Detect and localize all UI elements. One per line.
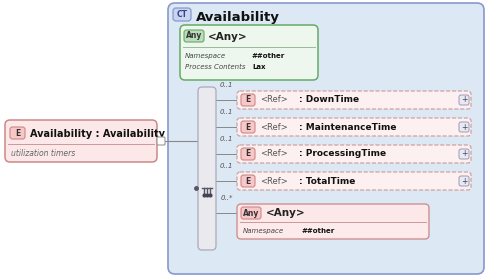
Text: E: E <box>245 176 251 186</box>
Text: Lax: Lax <box>252 64 265 70</box>
FancyBboxPatch shape <box>459 176 469 186</box>
Text: Process Contents: Process Contents <box>185 64 245 70</box>
FancyBboxPatch shape <box>168 3 484 274</box>
Text: E: E <box>245 96 251 104</box>
Text: Namespace: Namespace <box>185 53 226 59</box>
Text: E: E <box>245 122 251 132</box>
Text: E: E <box>15 129 20 137</box>
Text: +: + <box>461 176 467 186</box>
FancyBboxPatch shape <box>237 91 471 109</box>
FancyBboxPatch shape <box>184 30 204 42</box>
FancyBboxPatch shape <box>241 207 261 219</box>
FancyBboxPatch shape <box>173 8 191 21</box>
FancyBboxPatch shape <box>157 137 165 145</box>
FancyBboxPatch shape <box>241 94 255 106</box>
Text: Availability: Availability <box>196 11 280 24</box>
FancyBboxPatch shape <box>237 145 471 163</box>
Text: 0..1: 0..1 <box>220 163 233 169</box>
FancyBboxPatch shape <box>237 118 471 136</box>
FancyBboxPatch shape <box>239 223 427 237</box>
Text: ##other: ##other <box>252 53 285 59</box>
Text: : MaintenanceTime: : MaintenanceTime <box>299 122 396 132</box>
Text: ##other: ##other <box>302 228 335 234</box>
FancyBboxPatch shape <box>241 175 255 187</box>
Text: Any: Any <box>243 209 259 217</box>
Text: 0..1: 0..1 <box>220 82 233 88</box>
Text: +: + <box>461 150 467 158</box>
Text: CT: CT <box>176 10 187 19</box>
Text: <Ref>: <Ref> <box>260 176 288 186</box>
Text: Availability : Availability: Availability : Availability <box>30 129 165 139</box>
FancyBboxPatch shape <box>237 172 471 190</box>
FancyBboxPatch shape <box>237 204 429 239</box>
FancyBboxPatch shape <box>459 122 469 132</box>
Text: E: E <box>245 150 251 158</box>
FancyBboxPatch shape <box>180 25 318 80</box>
FancyBboxPatch shape <box>10 127 25 139</box>
Text: Namespace: Namespace <box>243 228 284 234</box>
Text: 0..1: 0..1 <box>220 136 233 142</box>
Text: : ProcessingTime: : ProcessingTime <box>299 150 386 158</box>
FancyBboxPatch shape <box>5 120 157 162</box>
Text: <Ref>: <Ref> <box>260 150 288 158</box>
FancyBboxPatch shape <box>241 121 255 133</box>
Text: <Any>: <Any> <box>266 208 306 218</box>
FancyBboxPatch shape <box>459 149 469 159</box>
Text: : TotalTime: : TotalTime <box>299 176 356 186</box>
Text: : DownTime: : DownTime <box>299 96 359 104</box>
Text: Any: Any <box>186 32 202 40</box>
Text: +: + <box>461 122 467 132</box>
Text: <Any>: <Any> <box>208 32 247 42</box>
Text: 0..1: 0..1 <box>220 109 233 115</box>
FancyBboxPatch shape <box>241 148 255 160</box>
Text: <Ref>: <Ref> <box>260 96 288 104</box>
Text: <Ref>: <Ref> <box>260 122 288 132</box>
FancyBboxPatch shape <box>198 87 216 250</box>
Text: utilization timers: utilization timers <box>11 150 75 158</box>
FancyBboxPatch shape <box>459 95 469 105</box>
Text: 0..*: 0..* <box>221 195 233 201</box>
Text: +: + <box>461 96 467 104</box>
